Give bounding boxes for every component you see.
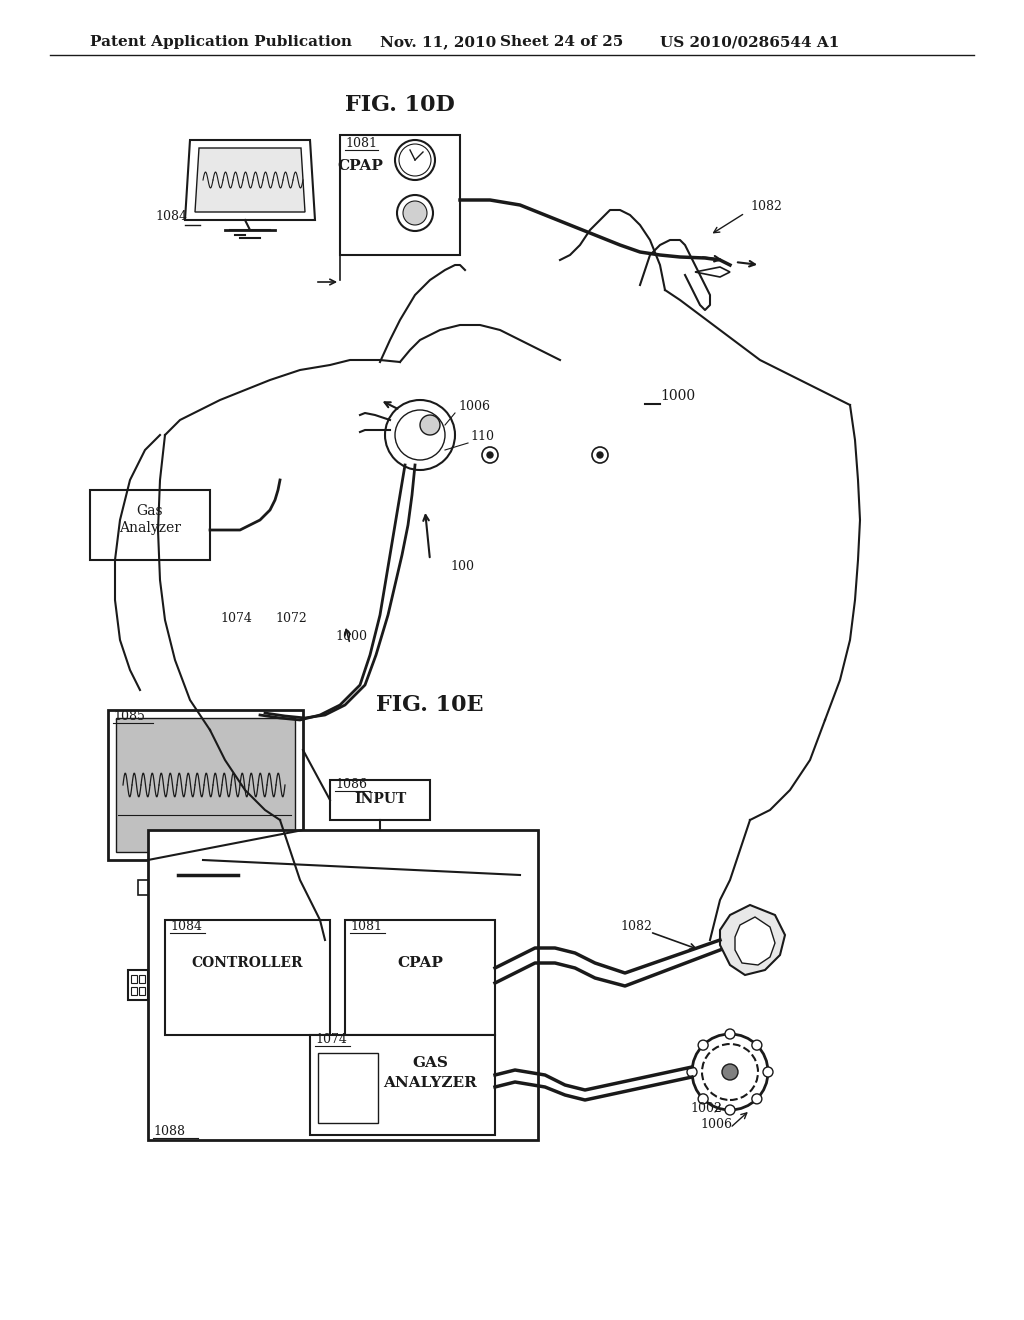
Circle shape [752,1040,762,1051]
Text: Patent Application Publication: Patent Application Publication [90,36,352,49]
Bar [139,987,145,995]
Text: 100: 100 [450,560,474,573]
Circle shape [487,451,493,458]
Text: 1072: 1072 [275,612,307,624]
Bar [318,1053,378,1123]
Bar [340,135,460,255]
Bar [345,920,495,1035]
Circle shape [725,1030,735,1039]
Circle shape [752,1094,762,1104]
Text: 1084: 1084 [170,920,202,933]
Text: 1084: 1084 [155,210,187,223]
Text: 110: 110 [470,430,494,444]
Circle shape [698,1094,709,1104]
Bar [138,880,283,895]
Text: 1000: 1000 [335,630,367,643]
Text: 1086: 1086 [335,777,367,791]
Polygon shape [185,140,315,220]
Text: Nov. 11, 2010: Nov. 11, 2010 [380,36,497,49]
Bar [131,975,137,983]
Text: 1081: 1081 [350,920,382,933]
Text: 1082: 1082 [620,920,652,933]
Circle shape [482,447,498,463]
Polygon shape [720,906,785,975]
Text: FIG. 10D: FIG. 10D [345,94,455,116]
Circle shape [420,414,440,436]
Circle shape [725,1105,735,1115]
Text: GAS: GAS [412,1056,447,1071]
Circle shape [597,451,603,458]
Circle shape [399,144,431,176]
Bar [128,970,148,1001]
Bar [330,780,430,820]
Text: 1006: 1006 [458,400,490,413]
Bar [148,830,538,1140]
Circle shape [692,1034,768,1110]
Polygon shape [695,267,730,277]
Text: 1006: 1006 [700,1118,732,1131]
Text: 1074: 1074 [315,1034,347,1045]
Text: 1081: 1081 [345,137,377,150]
Text: Analyzer: Analyzer [119,521,181,535]
Text: CPAP: CPAP [397,956,443,970]
Circle shape [592,447,608,463]
Circle shape [722,1064,738,1080]
Polygon shape [195,148,305,213]
Bar [139,975,145,983]
Circle shape [763,1067,773,1077]
Circle shape [395,140,435,180]
Text: 1000: 1000 [660,389,695,403]
Polygon shape [735,917,775,965]
Text: 1082: 1082 [750,201,782,213]
Text: FIG. 10E: FIG. 10E [376,694,483,715]
Text: Sheet 24 of 25: Sheet 24 of 25 [500,36,624,49]
Polygon shape [116,718,295,851]
Circle shape [385,400,455,470]
Text: US 2010/0286544 A1: US 2010/0286544 A1 [660,36,840,49]
Circle shape [397,195,433,231]
Bar [165,920,330,1035]
Bar [310,1035,495,1135]
Circle shape [395,411,445,459]
Text: 1074: 1074 [220,612,252,624]
Text: Gas: Gas [136,504,163,517]
Bar [131,987,137,995]
Text: CPAP: CPAP [337,158,383,173]
Text: 1002: 1002 [690,1102,722,1115]
Text: 1085: 1085 [113,710,144,723]
Bar [90,490,210,560]
Text: 1088: 1088 [153,1125,185,1138]
Text: INPUT: INPUT [354,792,407,807]
Polygon shape [108,710,303,861]
Text: ANALYZER: ANALYZER [383,1076,477,1090]
Text: CONTROLLER: CONTROLLER [191,956,303,970]
Circle shape [403,201,427,224]
Circle shape [702,1044,758,1100]
Circle shape [698,1040,709,1051]
Circle shape [687,1067,697,1077]
